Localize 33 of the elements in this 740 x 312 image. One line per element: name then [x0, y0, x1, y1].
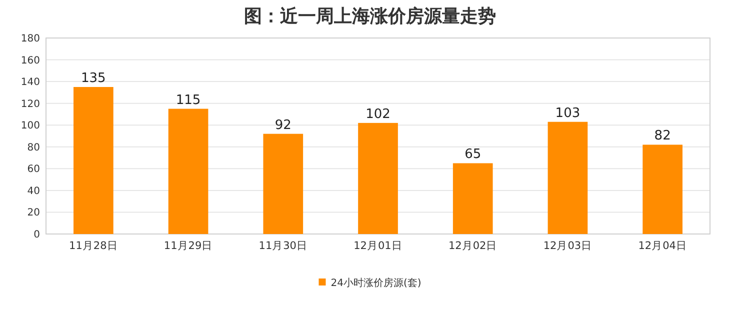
data-label: 102 — [366, 106, 390, 122]
bar — [452, 163, 493, 234]
x-tick-label: 12月01日 — [354, 240, 402, 252]
data-label: 65 — [464, 147, 482, 162]
x-tick-label: 11月28日 — [69, 240, 118, 252]
y-tick-label: 0 — [34, 230, 40, 240]
y-tick-label: 180 — [20, 34, 40, 44]
data-label: 115 — [176, 92, 201, 108]
y-tick-label: 60 — [27, 164, 40, 176]
x-tick-label: 12月02日 — [448, 240, 498, 252]
y-tick-label: 20 — [27, 208, 40, 219]
data-label: 92 — [274, 118, 292, 133]
x-tick-label: 12月03日 — [543, 240, 592, 252]
y-tick-label: 80 — [27, 142, 40, 154]
bar — [548, 122, 588, 234]
x-tick-label: 11月29日 — [164, 240, 213, 252]
data-label: 135 — [81, 71, 106, 86]
bar — [642, 144, 682, 234]
y-tick-label: 140 — [20, 77, 40, 88]
y-tick-label: 40 — [27, 186, 40, 197]
bar — [74, 87, 114, 234]
chart-title: 图：近一周上海涨价房源量走势 — [244, 6, 496, 27]
y-tick-label: 100 — [20, 120, 40, 132]
data-label: 103 — [555, 106, 580, 121]
bar — [358, 122, 398, 234]
y-tick-label: 120 — [20, 98, 40, 110]
data-label: 82 — [654, 128, 671, 144]
bar — [263, 134, 304, 234]
legend-label: 24小时涨价房源(套) — [330, 277, 422, 289]
x-tick-label: 12月04日 — [638, 240, 687, 252]
bar — [168, 108, 208, 234]
y-tick-label: 160 — [20, 55, 40, 66]
x-tick-label: 11月30日 — [258, 240, 308, 252]
